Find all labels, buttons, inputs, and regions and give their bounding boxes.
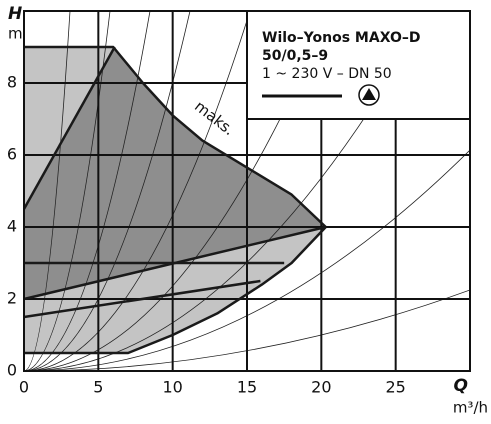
curve: [23, 225, 327, 301]
curve: [24, 226, 327, 355]
y-tick-label: 0: [7, 361, 17, 380]
x-tick-label: 0: [19, 378, 29, 397]
x-axis-label: Q: [454, 376, 468, 396]
curve: [22, 46, 116, 210]
curve: [24, 45, 327, 228]
system-curve: [24, 11, 251, 371]
chart-subtitle: 50/0,5–9: [262, 48, 328, 64]
x-tick-label: 15: [237, 378, 257, 397]
x-tick-label: 5: [93, 378, 103, 397]
x-tick-label: 20: [311, 378, 331, 397]
control-region: [24, 47, 326, 299]
chart-caption: 1 ~ 230 V – DN 50: [262, 66, 392, 82]
system-curve: [24, 11, 151, 371]
system-curve: [24, 11, 71, 371]
curve: [23, 279, 261, 319]
y-axis-label: H: [8, 4, 22, 24]
regions: [24, 47, 326, 353]
y-tick-label: 6: [7, 145, 17, 164]
y-axis-unit: m: [8, 25, 23, 43]
pump-icon-triangle: [362, 88, 376, 100]
title-box: [246, 10, 471, 120]
x-tick-label: 25: [385, 378, 405, 397]
y-tick-label: 4: [7, 217, 17, 236]
y-tick-label: 2: [7, 289, 17, 308]
chart-title: Wilo–Yonos MAXO–D: [262, 30, 421, 46]
system-curve: [24, 11, 191, 371]
plot-frame: [23, 10, 471, 372]
curve-label: maks.: [191, 97, 238, 139]
x-tick-label: 10: [162, 378, 182, 397]
x-axis-unit: m³/h: [453, 399, 488, 417]
curves: [22, 45, 327, 355]
y-tick-label: 8: [7, 73, 17, 92]
